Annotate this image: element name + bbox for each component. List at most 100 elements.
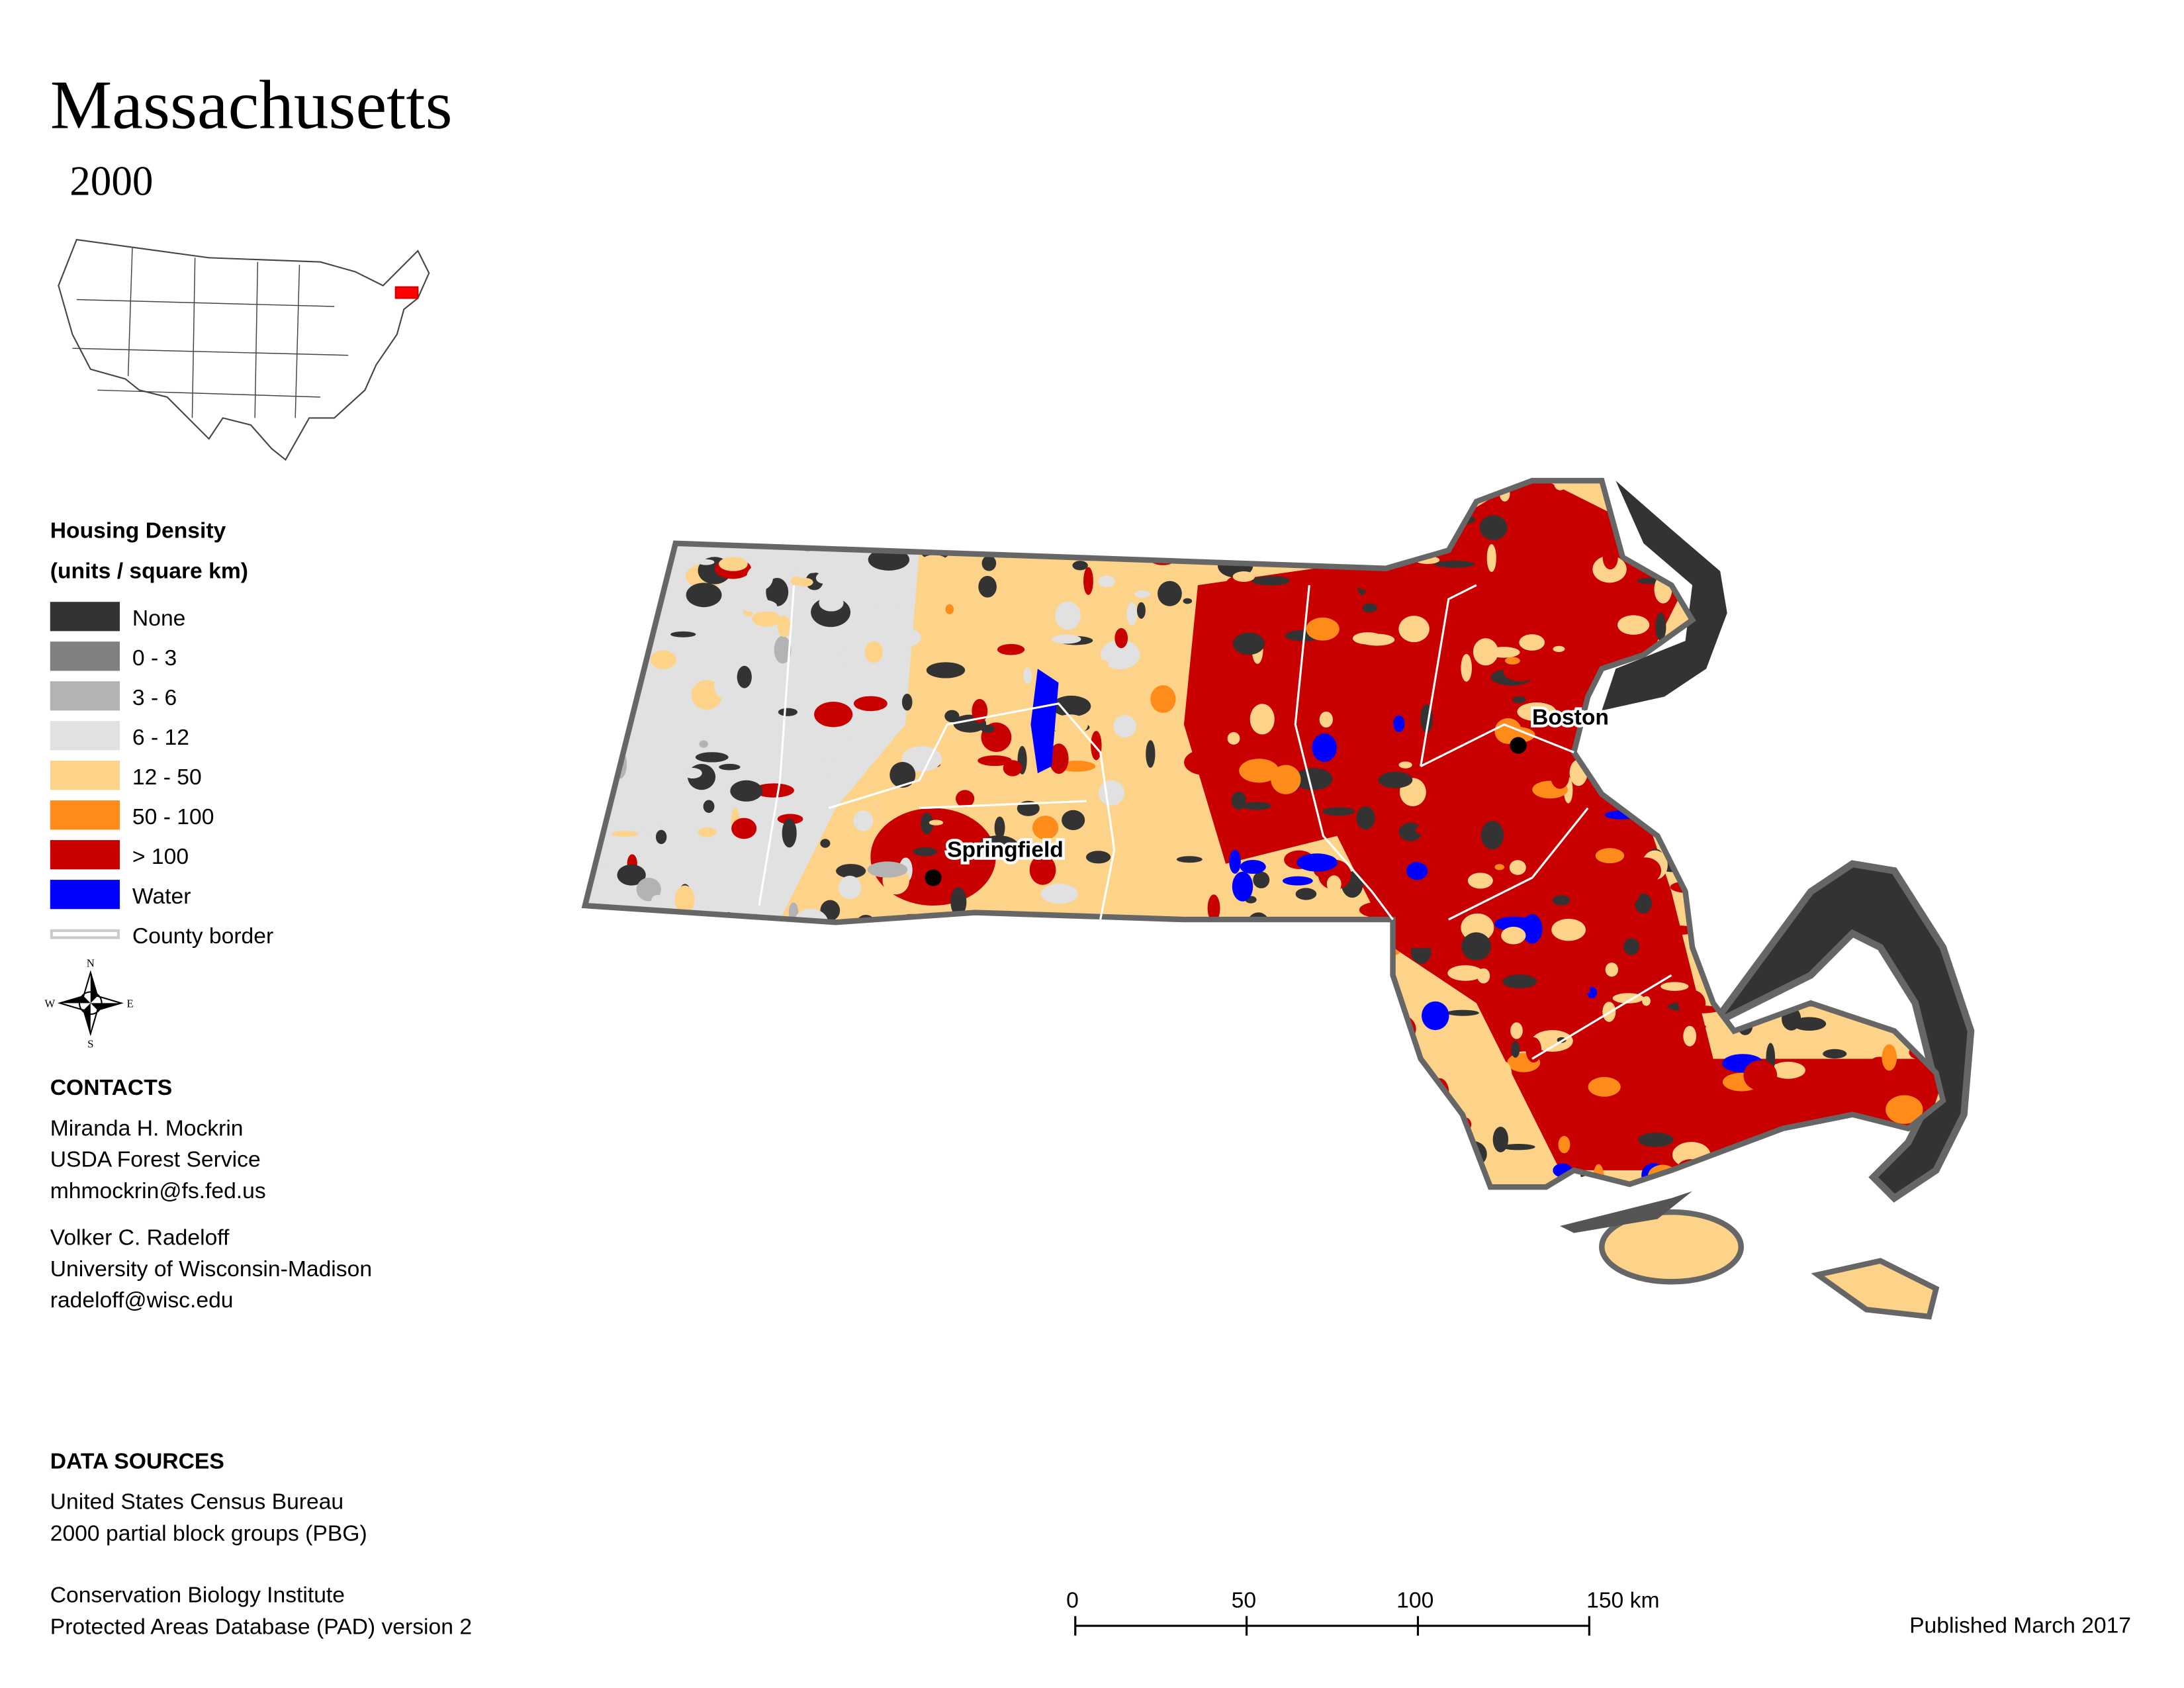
density-patch [1617,615,1650,635]
density-patch [1801,583,1816,613]
density-patch [1848,814,1869,823]
density-patch [1158,581,1182,606]
density-patch [596,858,633,868]
density-patch [1295,888,1317,900]
density-patch [981,555,997,571]
legend-swatch [50,641,120,671]
density-patch [1377,1065,1414,1077]
density-patch [1717,697,1741,710]
density-patch [1839,833,1858,848]
density-patch [983,521,1017,543]
density-patch [635,1129,650,1136]
density-patch [907,935,950,953]
density-patch [1018,498,1059,516]
density-patch [1146,740,1156,768]
density-patch [1717,498,1729,523]
density-patch [1203,481,1242,500]
density-patch [723,1174,739,1180]
density-patch [811,1081,826,1110]
density-patch [1136,1039,1146,1053]
density-patch [901,746,942,772]
density-patch [1242,802,1271,810]
density-patch [1417,1194,1432,1199]
density-patch [1950,619,1973,647]
density-patch [790,576,801,586]
density-patch [670,631,696,637]
density-patch [1294,768,1333,790]
density-patch [1936,795,1943,814]
density-patch [868,548,910,571]
density-area [1183,481,1943,1170]
density-patch [1909,867,1943,886]
density-patch [679,511,721,521]
density-patch [1588,1077,1621,1097]
legend-swatch [50,840,120,870]
density-patch [1057,1133,1067,1157]
density-patch [1269,522,1298,539]
density-patch [1363,1076,1389,1103]
density-patch [1903,847,1938,866]
density-patch [1498,726,1535,743]
density-patch [880,1186,909,1188]
density-patch [1353,569,1390,591]
density-patch [1886,1095,1923,1124]
density-patch [1023,667,1032,684]
density-patch [1101,536,1118,542]
density-patch [1623,938,1640,955]
density-patch [778,708,798,716]
density-patch [1250,704,1275,735]
density-patch [1094,659,1109,668]
density-patch [1227,731,1240,745]
density-patch [923,1115,948,1122]
density-patch [1741,1111,1775,1123]
density-patch [1007,481,1036,497]
density-patch [1954,474,1970,494]
density-patch [1754,829,1778,850]
density-patch [1346,960,1383,988]
density-patch [1925,489,1943,510]
density-patch [1134,590,1150,598]
density-patch [788,1008,804,1029]
density-patch [889,761,916,788]
density-patch [1326,1105,1350,1128]
density-patch [1841,587,1868,604]
legend-swatch [50,880,120,910]
density-patch [1743,1060,1778,1091]
density-patch [1611,882,1640,906]
density-patch [921,555,948,569]
density-patch [1183,481,1206,497]
density-patch [1089,974,1110,982]
density-patch [1453,596,1469,625]
density-patch [853,696,887,712]
density-patch [1253,508,1279,515]
density-patch [1300,1173,1312,1183]
density-patch [1774,782,1783,792]
density-patch [1501,1144,1535,1150]
density-patch [1232,571,1255,582]
density-patch [746,564,774,591]
density-patch [1628,759,1658,774]
density-patch [1698,504,1711,526]
density-patch [1085,851,1111,864]
density-patch [1553,645,1565,652]
compass-e: E [127,998,134,1010]
density-patch [1745,715,1784,736]
legend-swatch [50,602,120,632]
density-patch [683,767,702,779]
density-patch [749,992,790,1005]
density-patch [1398,761,1412,769]
density-patch [1306,617,1340,641]
density-patch [746,896,768,917]
density-patch [994,816,1005,839]
density-patch [938,1172,979,1188]
source-line: United States Census Bureau [50,1489,343,1514]
density-patch [876,999,917,1027]
density-patch [711,481,747,498]
density-patch [1447,965,1484,981]
density-patch [633,606,644,620]
density-patch [1232,871,1253,902]
density-patch [1232,481,1268,491]
density-patch [623,492,650,507]
density-patch [714,673,737,699]
density-patch [593,1184,629,1188]
